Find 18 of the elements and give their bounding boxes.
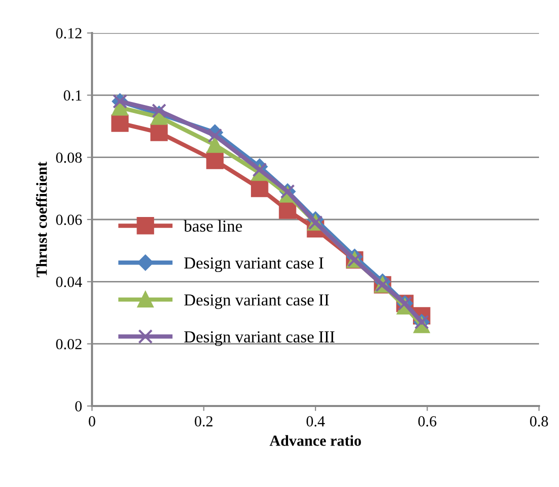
x-tick-label: 0.4 bbox=[306, 416, 325, 427]
y-tick-label: 0.08 bbox=[56, 152, 82, 163]
legend-label: base line bbox=[184, 220, 242, 232]
y-tick-label: 0 bbox=[75, 401, 82, 412]
legend-label: Design variant case III bbox=[184, 331, 334, 346]
legend-label: Design variant case II bbox=[184, 294, 329, 309]
y-tick-label: 0.02 bbox=[56, 338, 82, 350]
y-tick-label: 0.1 bbox=[64, 90, 82, 101]
legend-label: Design variant case I bbox=[184, 257, 324, 272]
y-tick-label: 0.06 bbox=[56, 214, 82, 226]
y-axis-title: Thrust coefficient bbox=[36, 162, 47, 278]
x-axis-title: Advance ratio bbox=[270, 435, 361, 446]
x-tick-label: 0.6 bbox=[418, 416, 436, 427]
x-tick-label: 0 bbox=[88, 416, 96, 426]
x-tick-label: 0.2 bbox=[194, 416, 212, 427]
y-tick-label: 0.12 bbox=[56, 28, 82, 39]
y-tick-label: 0.04 bbox=[56, 276, 82, 288]
x-tick-label: 0.8 bbox=[530, 416, 548, 427]
